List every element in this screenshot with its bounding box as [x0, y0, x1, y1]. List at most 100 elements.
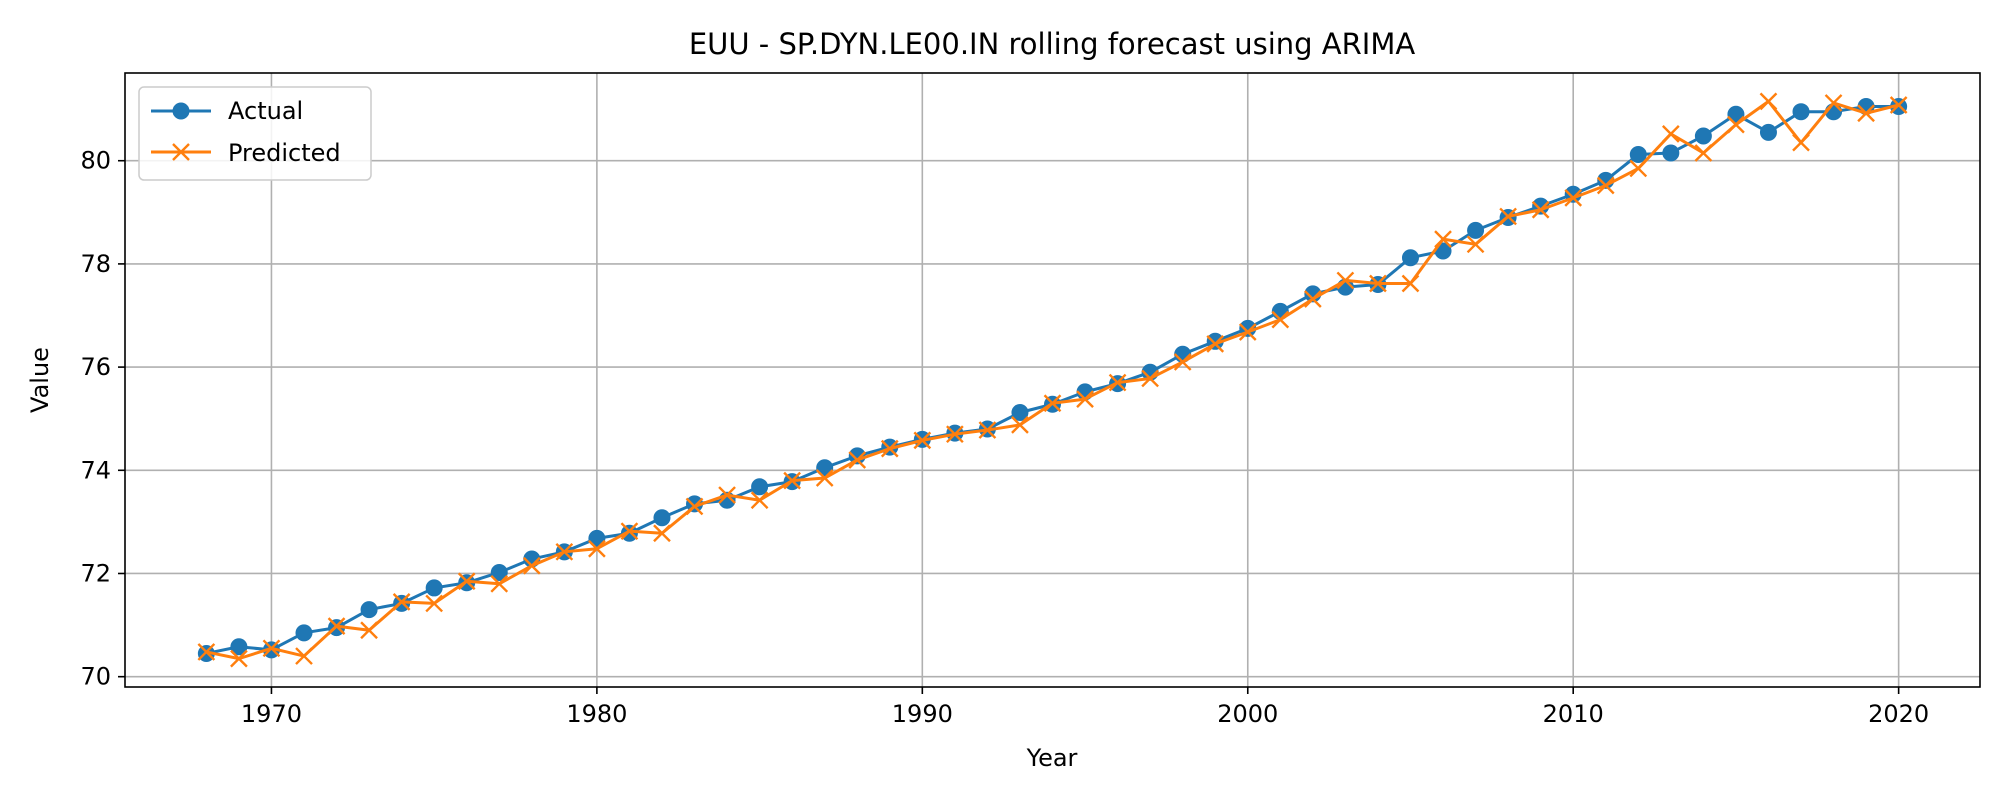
- data-point-predicted: [588, 539, 606, 558]
- data-point-predicted: [522, 556, 541, 575]
- data-point-actual: [425, 579, 443, 597]
- data-point-predicted: [555, 542, 574, 561]
- y-tick-label: 72: [80, 559, 111, 587]
- y-tick-label: 80: [80, 147, 111, 175]
- y-tick-label: 76: [80, 353, 111, 381]
- data-point-predicted: [978, 421, 997, 439]
- data-point-actual: [588, 529, 606, 547]
- data-point-predicted: [848, 451, 867, 469]
- x-axis-label: Year: [1026, 744, 1078, 772]
- data-point-actual: [1792, 103, 1810, 121]
- data-point-predicted: [1304, 290, 1322, 308]
- x-tick-label: 1990: [892, 700, 953, 728]
- data-point-predicted: [1857, 104, 1875, 123]
- data-point-predicted: [1336, 271, 1355, 290]
- y-tick-label: 74: [80, 456, 111, 484]
- data-point-predicted: [718, 486, 736, 504]
- axis-ticks: 1970 1980 1990 2000 2010 2020 70 72 74 76 78 80: [80, 147, 1929, 728]
- data-point-actual: [653, 509, 671, 527]
- data-point-predicted: [262, 639, 281, 658]
- chart-title: EUU - SP.DYN.LE00.IN rolling forecast us…: [689, 27, 1416, 61]
- data-point-predicted: [197, 643, 216, 661]
- data-point-actual: [1401, 249, 1419, 267]
- data-point-predicted: [1401, 274, 1420, 293]
- legend-label-predicted: Predicted: [228, 139, 341, 167]
- data-point-predicted: [783, 471, 801, 490]
- data-point-actual: [230, 638, 248, 656]
- data-point-predicted: [1792, 133, 1810, 152]
- data-point-predicted: [1889, 96, 1908, 114]
- data-point-predicted: [1466, 235, 1485, 254]
- data-point-predicted: [457, 572, 476, 591]
- series-predicted: [197, 92, 1908, 668]
- data-point-actual: [751, 478, 769, 496]
- data-point-predicted: [1629, 159, 1648, 178]
- data-point-predicted: [1596, 176, 1615, 195]
- x-tick-label: 2010: [1543, 700, 1604, 728]
- data-point-predicted: [1141, 369, 1159, 388]
- data-point-predicted: [1759, 92, 1778, 111]
- data-point-predicted: [620, 522, 639, 541]
- legend: Actual Predicted: [138, 86, 372, 181]
- data-point-actual: [1011, 404, 1029, 422]
- data-point-predicted: [913, 431, 932, 450]
- data-point-predicted: [1824, 94, 1843, 112]
- data-point-predicted: [653, 524, 671, 543]
- x-tick-label: 2000: [1217, 700, 1278, 728]
- x-tick-label: 1980: [566, 700, 627, 728]
- data-point-predicted: [327, 617, 346, 635]
- data-point-predicted: [295, 647, 313, 665]
- data-point-actual: [1629, 146, 1647, 164]
- data-point-actual: [360, 601, 378, 619]
- data-point-predicted: [1238, 323, 1257, 341]
- data-point-predicted: [685, 497, 704, 516]
- grid: [125, 73, 1980, 687]
- data-point-actual: [295, 624, 313, 642]
- y-tick-label: 70: [80, 663, 111, 691]
- data-point-predicted: [1564, 189, 1583, 207]
- legend-swatch-actual: [151, 102, 211, 120]
- data-point-predicted: [946, 425, 964, 444]
- legend-label-actual: Actual: [228, 97, 303, 125]
- data-point-actual: [620, 524, 638, 542]
- data-point-actual: [1759, 123, 1777, 141]
- data-point-predicted: [880, 439, 899, 458]
- series-layer: [197, 92, 1908, 668]
- x-tick-label: 1970: [241, 700, 302, 728]
- data-point-predicted: [750, 491, 769, 510]
- y-axis-label: Value: [26, 347, 54, 413]
- data-point-predicted: [1434, 230, 1452, 248]
- data-point-predicted: [490, 574, 509, 593]
- data-point-predicted: [815, 469, 834, 487]
- data-point-predicted: [1369, 274, 1387, 293]
- data-point-predicted: [1108, 373, 1127, 392]
- data-point-predicted: [360, 621, 378, 640]
- legend-marker-predicted: [172, 143, 190, 161]
- x-tick-label: 2020: [1868, 700, 1929, 728]
- data-point-actual: [1467, 221, 1485, 239]
- legend-swatch-predicted: [151, 143, 211, 161]
- plot-frame: [124, 72, 1981, 688]
- data-point-predicted: [1727, 115, 1745, 134]
- data-point-predicted: [1011, 416, 1029, 434]
- data-point-predicted: [1271, 310, 1290, 329]
- data-point-predicted: [1206, 335, 1225, 353]
- data-point-predicted: [1661, 125, 1680, 143]
- data-point-actual: [490, 563, 508, 581]
- data-point-predicted: [392, 593, 411, 611]
- data-point-actual: [1727, 105, 1745, 123]
- data-point-predicted: [425, 594, 444, 613]
- data-point-predicted: [1531, 200, 1550, 219]
- y-tick-label: 78: [80, 250, 111, 278]
- data-point-predicted: [1043, 394, 1062, 413]
- data-point-actual: [816, 459, 834, 477]
- data-point-predicted: [1173, 353, 1192, 371]
- data-point-predicted: [230, 649, 248, 668]
- data-point-actual: [1662, 144, 1680, 162]
- legend-marker-actual: [172, 102, 190, 120]
- data-point-predicted: [1076, 390, 1094, 408]
- data-point-predicted: [1499, 207, 1517, 226]
- data-point-predicted: [1694, 144, 1713, 162]
- data-point-actual: [1694, 127, 1712, 145]
